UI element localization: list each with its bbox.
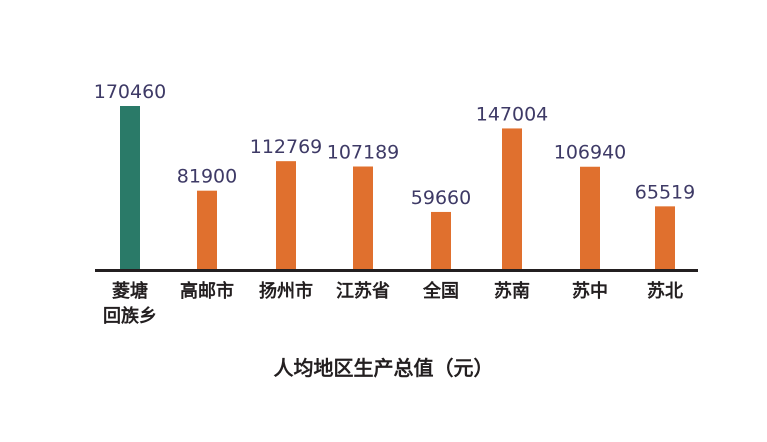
data-label-6: 106940 xyxy=(554,142,627,164)
bar-2 xyxy=(276,161,296,269)
category-label-1: 高邮市 xyxy=(180,280,234,302)
bar-7 xyxy=(655,206,675,269)
category-label-7: 苏北 xyxy=(647,280,683,302)
category-label-6: 苏中 xyxy=(572,280,608,302)
data-label-1: 81900 xyxy=(177,166,237,188)
data-label-4: 59660 xyxy=(411,187,471,209)
category-label-3: 江苏省 xyxy=(336,280,390,302)
bar-6 xyxy=(580,166,600,269)
category-label-2: 扬州市 xyxy=(259,280,313,302)
data-label-7: 65519 xyxy=(635,181,695,203)
data-label-5: 147004 xyxy=(476,103,549,125)
bar-3 xyxy=(353,166,373,269)
data-label-2: 112769 xyxy=(250,136,323,158)
category-label-5: 苏南 xyxy=(494,280,530,302)
bar-1 xyxy=(197,190,217,269)
bar-4 xyxy=(431,211,451,269)
bars xyxy=(120,106,675,269)
category-label-0-line-1: 回族乡 xyxy=(103,305,157,327)
bar-5 xyxy=(502,128,522,269)
category-label-4: 全国 xyxy=(422,280,459,302)
data-label-3: 107189 xyxy=(327,142,400,164)
data-label-0: 170460 xyxy=(94,81,167,103)
category-label-0-line-0: 菱塘 xyxy=(112,280,148,302)
chart-title: 人均地区生产总值（元） xyxy=(273,356,494,380)
bar-0 xyxy=(120,106,140,269)
data-labels: 170460 81900 112769 107189 59660 147004106940… xyxy=(94,81,695,209)
